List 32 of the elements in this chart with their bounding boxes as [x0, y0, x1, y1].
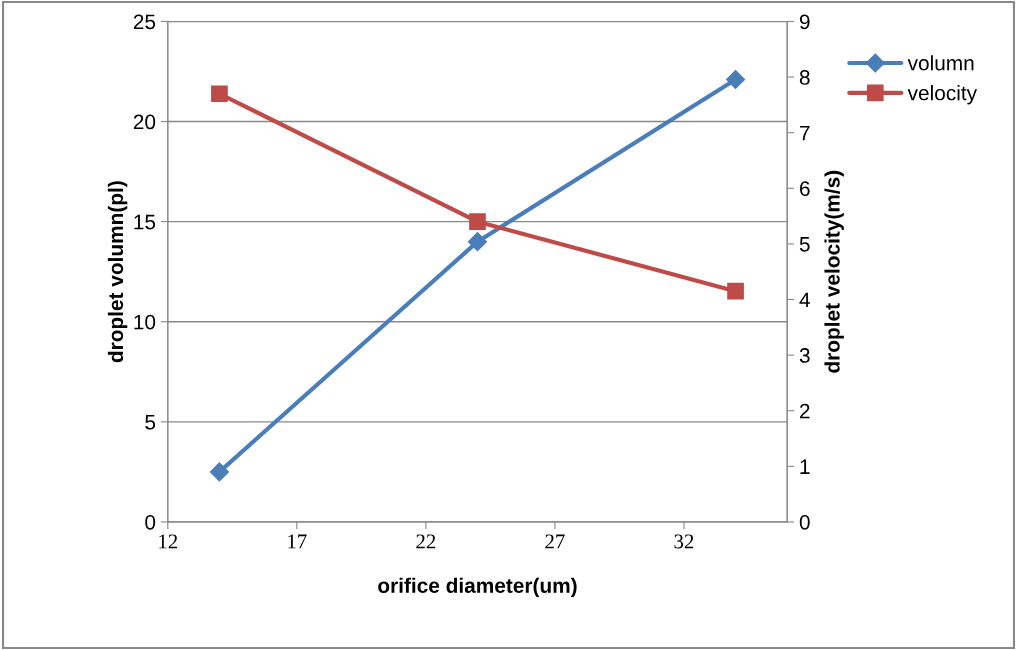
y-axis-title: droplet volumn(pl) [107, 181, 128, 363]
x-tick-label: 12 [159, 534, 178, 549]
y-tick-label: 0 [145, 514, 156, 530]
legend-label: velocity [907, 85, 978, 105]
y-tick-label: 20 [133, 114, 156, 130]
point [467, 232, 488, 252]
y2-tick-label: 0 [799, 514, 810, 530]
x-tick-label: 27 [545, 534, 565, 549]
y-tick-label: 5 [145, 415, 156, 430]
y2-tick-label: 5 [799, 237, 810, 252]
legend-label: volumn [907, 55, 974, 71]
y2-tick-label: 7 [800, 125, 810, 141]
point [727, 282, 744, 300]
y2-axis-title: droplet velocity(m/s) [824, 170, 844, 373]
y2-tick-label: 2 [800, 403, 810, 419]
point [726, 69, 746, 90]
point [211, 85, 228, 103]
x-tick-label: 22 [416, 534, 436, 549]
y2-tick-label: 6 [800, 181, 810, 197]
x-tick-label: 32 [674, 534, 694, 549]
point [469, 213, 486, 230]
x-axis-title: orifice diameter(um) [378, 577, 577, 598]
y-tick-label: 10 [134, 314, 156, 330]
y-tick-label: 15 [134, 214, 156, 230]
point [209, 462, 229, 482]
y2-tick-label: 9 [799, 14, 810, 30]
y2-tick-label: 8 [799, 70, 810, 85]
y2-tick-label: 4 [799, 292, 810, 308]
y2-tick-label: 1 [800, 459, 810, 474]
y-tick-label: 25 [133, 14, 156, 30]
y2-tick-label: 3 [799, 348, 810, 363]
x-tick-label: 17 [288, 534, 307, 549]
